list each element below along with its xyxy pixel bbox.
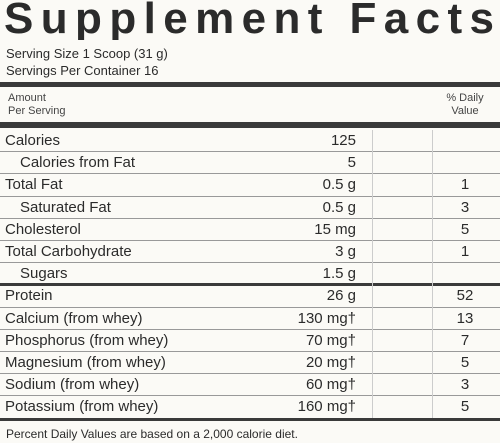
- daily-value: 52: [456, 287, 474, 305]
- dv-header: % Daily: [446, 92, 484, 104]
- nutrient-name: Protein: [5, 287, 53, 305]
- nutrient-name: Potassium (from whey): [5, 398, 159, 416]
- nutrient-name: Magnesium (from whey): [5, 354, 166, 371]
- amount: 60 mg†: [305, 376, 356, 394]
- row-rule: [0, 373, 500, 375]
- amount: 0.5 g: [322, 198, 356, 216]
- nutrient-name: Sugars: [20, 265, 68, 283]
- amount: 160 mg†: [297, 398, 356, 416]
- title: Supplement Facts: [4, 0, 494, 40]
- nutrient-name: Phosphorus (from whey): [5, 331, 169, 349]
- daily-value: 13: [456, 309, 474, 327]
- thick-rule: [0, 122, 500, 128]
- dv-header: Value: [451, 105, 479, 117]
- amount: 0.5 g: [322, 176, 356, 194]
- daily-value: 3: [460, 376, 470, 394]
- daily-value: 7: [460, 331, 470, 349]
- daily-value: 1: [460, 176, 470, 194]
- row-rule: [0, 151, 500, 153]
- amount: 1.5 g: [322, 265, 356, 283]
- row-rule: [0, 283, 500, 287]
- daily-value: 5: [460, 398, 470, 416]
- amount: 15 mg: [314, 220, 356, 238]
- nutrient-name: Calcium (from whey): [5, 309, 143, 327]
- amount: 130 mg†: [297, 309, 356, 327]
- title-svg: Supplement Facts: [4, 0, 494, 40]
- nutrient-name: Calories: [5, 132, 61, 149]
- thick-rule: [0, 82, 500, 87]
- column-rule: [432, 130, 433, 418]
- nutrient-name: Calories from Fat: [20, 154, 136, 172]
- column-rule: [372, 130, 373, 418]
- nutrient-name: Cholesterol: [5, 220, 81, 238]
- nutrient-name: Total Fat: [5, 176, 63, 194]
- serving-size: Serving Size 1 Scoop (31 g): [6, 46, 168, 61]
- daily-value: 5: [460, 354, 470, 371]
- nutrient-name: Sodium (from whey): [5, 376, 140, 394]
- thick-rule: [0, 418, 500, 421]
- nutrient-name: Saturated Fat: [20, 198, 111, 216]
- row-rule: [0, 395, 500, 397]
- amount: 20 mg†: [305, 354, 356, 371]
- servings-per-container: Servings Per Container 16: [6, 63, 159, 78]
- row-rule: [0, 262, 500, 264]
- amount-header: Per Serving: [8, 105, 66, 117]
- amount: 5: [347, 154, 356, 172]
- amount: 70 mg†: [305, 331, 356, 349]
- row-rule: [0, 195, 500, 197]
- row-rule: [0, 173, 500, 175]
- row-rule: [0, 351, 500, 352]
- row-rule: [0, 240, 500, 241]
- row-rule: [0, 328, 500, 330]
- amount: 26 g: [326, 287, 356, 305]
- amount-header: Amount: [8, 92, 46, 104]
- daily-value: 3: [460, 198, 470, 216]
- amount: 125: [330, 132, 356, 149]
- row-rule: [0, 217, 500, 219]
- amount: 3 g: [335, 243, 356, 260]
- daily-value: 5: [460, 220, 470, 238]
- daily-value: 1: [460, 243, 470, 260]
- nutrient-name: Total Carbohydrate: [5, 243, 132, 260]
- row-rule: [0, 306, 500, 308]
- footnote: Percent Daily Values are based on a 2,00…: [6, 427, 298, 441]
